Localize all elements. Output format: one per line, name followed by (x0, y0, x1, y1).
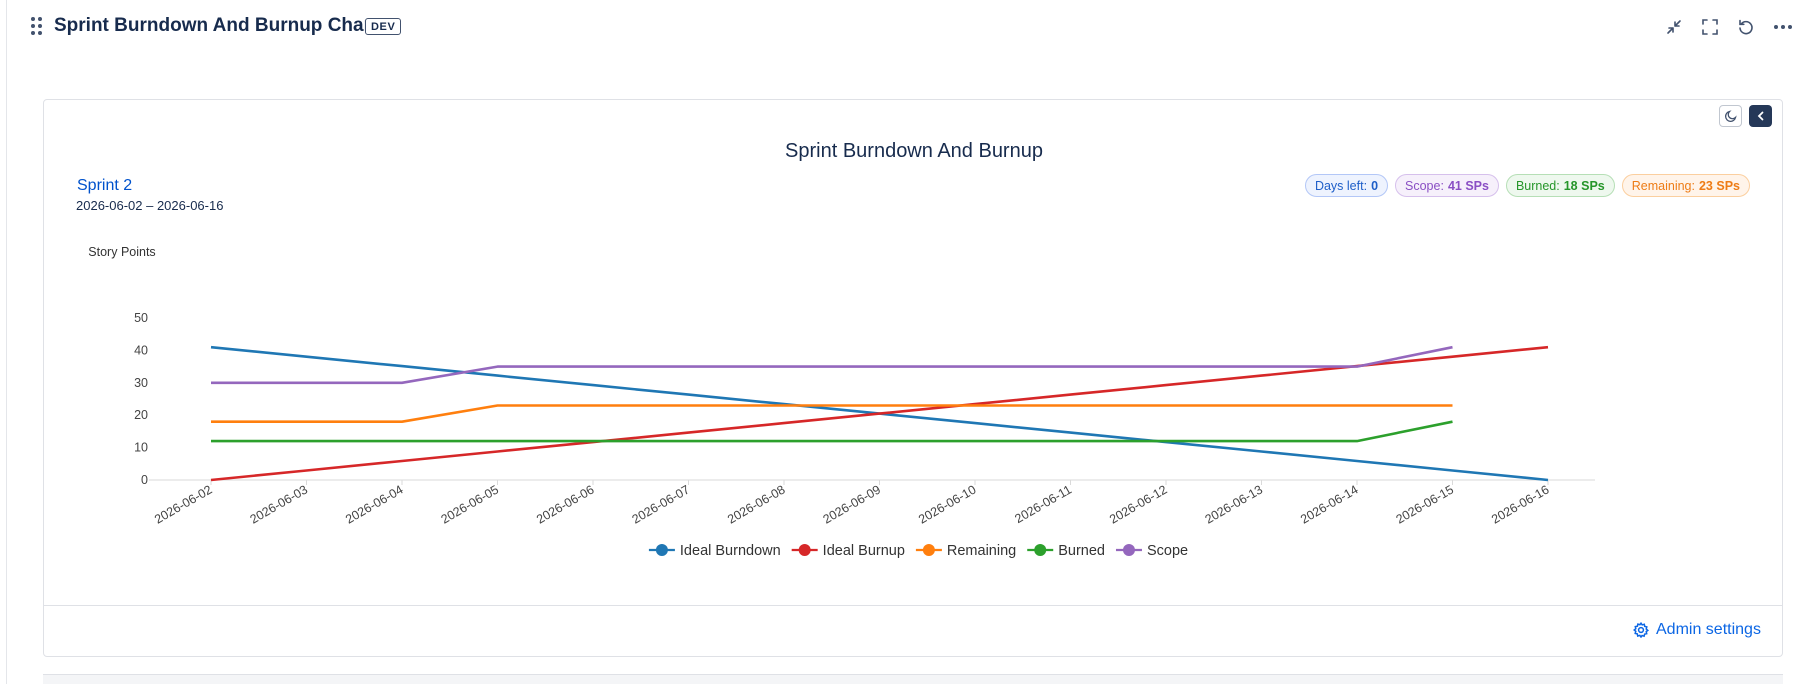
x-tick-label: 2026-06-12 (1107, 482, 1169, 526)
x-tick-label: 2026-06-09 (821, 482, 883, 526)
gadget-title: Sprint Burndown And Burnup Chart (54, 15, 378, 36)
x-tick-label: 2026-06-06 (534, 482, 596, 526)
burndown-chart: Story Points 0 10 20 30 40 50 2026-06-02 2026-0… (88, 245, 1595, 559)
x-tick-label: 2026-06-10 (916, 482, 978, 526)
fullscreen-icon[interactable] (1698, 15, 1722, 39)
x-tick-label: 2026-06-15 (1394, 482, 1456, 526)
drag-handle-icon[interactable] (31, 17, 45, 35)
card-footer-divider (44, 605, 1782, 606)
y-tick-label: 40 (134, 343, 148, 357)
sprint-name: Sprint 2 (77, 177, 133, 194)
legend-marker (1034, 544, 1047, 556)
chart-title: Sprint Burndown And Burnup (785, 140, 1043, 162)
y-tick-label: 10 (134, 441, 148, 455)
refresh-icon[interactable] (1734, 15, 1758, 39)
moon-icon (1724, 110, 1737, 123)
scope-pill: Scope: 41 SPs (1395, 174, 1499, 197)
scope-value: 41 SPs (1447, 178, 1489, 193)
remaining-pill: Remaining: 23 SPs (1621, 174, 1750, 197)
legend-marker (1122, 544, 1135, 556)
chart-card: Sprint Burndown And Burnup Sprint 2 2026… (43, 99, 1783, 657)
y-tick-label: 0 (141, 473, 148, 487)
x-tick-label: 2026-06-14 (1298, 482, 1360, 526)
chevron-left-icon (1757, 111, 1763, 121)
admin-settings-label: Admin settings (1656, 621, 1761, 638)
legend-label: Scope (1147, 543, 1188, 559)
x-tick-label: 2026-06-08 (725, 482, 787, 526)
x-tick-label: 2026-06-03 (248, 482, 310, 526)
next-gadget-edge (43, 674, 1783, 684)
scope-label: Scope: (1405, 178, 1444, 193)
x-tick-label: 2026-06-11 (1012, 482, 1074, 526)
sprint-dates: 2026-06-02 – 2026-06-16 (76, 198, 224, 213)
legend-item-ideal-burndown[interactable]: Ideal Burndown (648, 543, 781, 559)
gadget-frame (6, 0, 1820, 684)
days-left-pill: Days left: 0 (1304, 174, 1389, 197)
legend-item-burned[interactable]: Burned (1027, 543, 1105, 559)
gadget-header: Sprint Burndown And Burnup Chart DEV (0, 0, 1820, 56)
collapse-panel-button[interactable] (1749, 105, 1772, 127)
x-tick-label: 2026-06-04 (343, 482, 405, 526)
legend-marker (655, 544, 668, 556)
y-tick-label: 50 (134, 311, 148, 325)
admin-settings-link[interactable]: Admin settings (1633, 621, 1761, 639)
series-line-ideal-burnup (210, 345, 1549, 482)
burned-value: 18 SPs (1563, 178, 1605, 193)
legend-marker (922, 544, 935, 556)
legend-label: Burned (1058, 543, 1105, 559)
legend-item-scope[interactable]: Scope (1115, 543, 1188, 559)
burned-pill: Burned: 18 SPs (1505, 174, 1615, 197)
series-line-remaining (211, 404, 1453, 424)
remaining-value: 23 SPs (1698, 178, 1740, 193)
y-tick-label: 30 (134, 376, 148, 390)
series-line-burned (211, 420, 1453, 443)
burned-label: Burned: (1515, 178, 1560, 193)
minimize-icon[interactable] (1662, 15, 1686, 39)
dark-mode-toggle[interactable] (1719, 105, 1742, 127)
days-left-value: 0 (1371, 178, 1379, 193)
remaining-label: Remaining: (1631, 178, 1695, 193)
days-left-label: Days left: (1314, 178, 1368, 193)
series-line-scope (211, 345, 1453, 385)
x-tick-label: 2026-06-13 (1203, 482, 1265, 526)
legend-label: Ideal Burndown (680, 543, 781, 559)
x-tick-label: 2026-06-02 (152, 482, 214, 526)
legend-label: Ideal Burnup (823, 543, 905, 559)
y-tick-label: 20 (134, 408, 148, 422)
x-tick-label: 2026-06-16 (1489, 482, 1551, 526)
summary-pills: Days left: 0 Scope: 41 SPs Burned: 18 SP… (1304, 174, 1750, 197)
x-tick-label: 2026-06-05 (439, 482, 501, 526)
legend-label: Remaining (947, 543, 1016, 559)
y-axis-title: Story Points (88, 245, 155, 259)
gear-icon (1633, 622, 1649, 638)
legend-marker (798, 544, 811, 556)
legend-item-remaining[interactable]: Remaining (915, 543, 1016, 559)
x-tick-label: 2026-06-07 (630, 482, 692, 526)
dev-badge: DEV (365, 18, 402, 35)
legend-item-ideal-burnup[interactable]: Ideal Burnup (791, 543, 905, 559)
more-icon[interactable] (1771, 15, 1795, 39)
